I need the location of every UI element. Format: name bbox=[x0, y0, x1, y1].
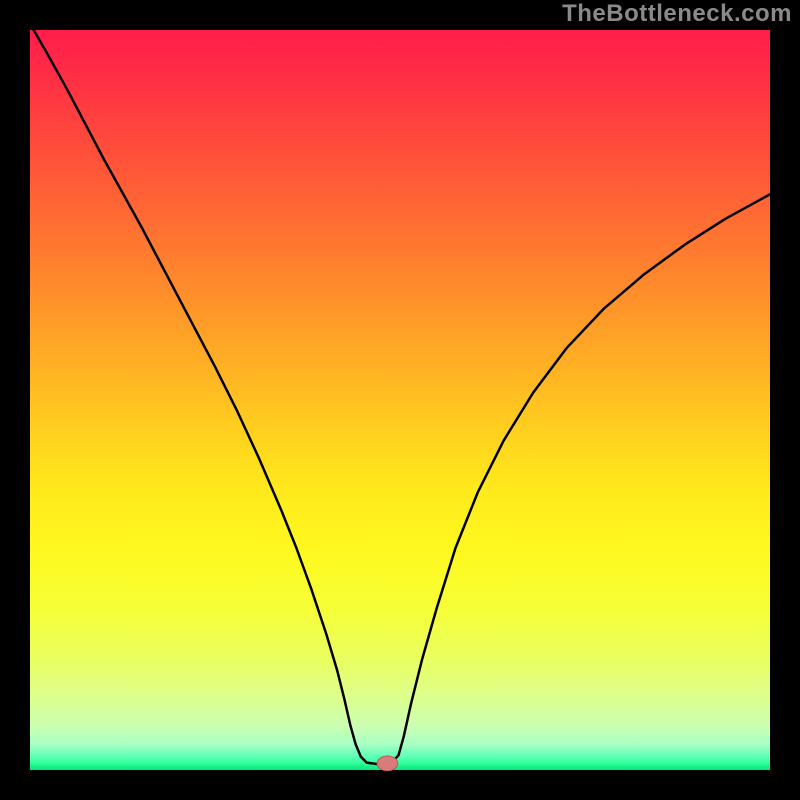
chart-frame: TheBottleneck.com bbox=[0, 0, 800, 800]
bottleneck-chart bbox=[0, 0, 800, 800]
optimum-marker bbox=[377, 756, 398, 771]
plot-background bbox=[30, 30, 770, 770]
watermark-text: TheBottleneck.com bbox=[562, 0, 792, 28]
